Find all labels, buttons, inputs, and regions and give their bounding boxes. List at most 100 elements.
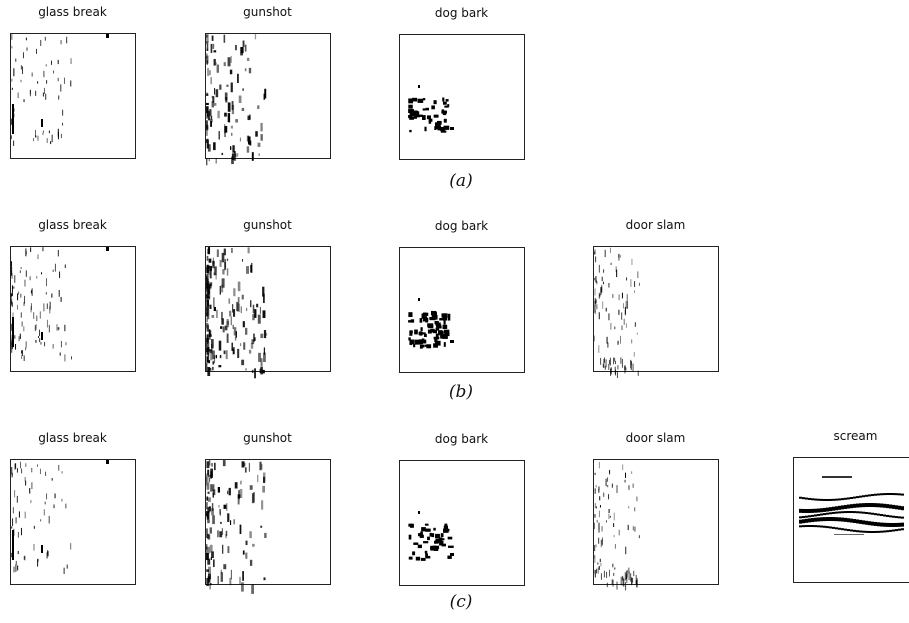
spectro-mark [627, 301, 628, 308]
spectro-mark [24, 556, 25, 561]
spectro-mark [835, 499, 838, 501]
spectro-mark [250, 300, 251, 307]
spectro-mark [210, 351, 212, 360]
spectro-mark [229, 311, 231, 317]
spectro-mark [637, 333, 638, 335]
spectro-mark [252, 544, 255, 547]
spectro-mark [258, 143, 261, 147]
spectro-mark [424, 127, 426, 132]
spectro-mark [212, 96, 213, 99]
spectro-mark [441, 131, 447, 133]
panel-title: dog bark [435, 432, 488, 446]
spectro-mark [61, 40, 62, 44]
spectro-mark [223, 326, 225, 332]
spectro-mark [208, 535, 210, 540]
spectro-mark [214, 50, 217, 52]
spectro-mark [214, 307, 216, 311]
spectro-mark [32, 73, 33, 77]
spectro-mark [624, 366, 625, 374]
spectro-mark [446, 99, 449, 101]
spectro-mark [823, 517, 826, 521]
spectro-mark [231, 343, 233, 351]
panel-title: gunshot [243, 218, 292, 232]
spectro-mark [61, 341, 62, 347]
spectro-mark [22, 66, 23, 74]
spectro-mark [886, 530, 889, 532]
spectro-mark [418, 85, 420, 88]
spectro-mark [895, 493, 898, 495]
spectro-mark [883, 493, 886, 495]
spectro-mark [620, 336, 621, 344]
spectro-mark [206, 363, 207, 372]
spectro-mark [595, 298, 596, 304]
spectro-mark [877, 522, 880, 526]
spectro-mark [901, 517, 904, 519]
spectro-mark [237, 153, 238, 156]
spectro-mark [421, 558, 426, 561]
spectro-mark [443, 102, 447, 105]
spectro-mark [610, 248, 611, 253]
spectro-mark [617, 582, 618, 590]
spectro-mark [207, 482, 210, 490]
spectro-mark [633, 364, 634, 372]
spectro-mark [444, 330, 450, 334]
spectro-mark [245, 553, 247, 559]
spectro-mark [868, 494, 871, 496]
spectro-mark [21, 468, 22, 473]
spectro-mark [847, 511, 850, 513]
spectro-mark [868, 503, 871, 507]
spectro-mark [35, 340, 36, 343]
spectro-mark [106, 460, 109, 464]
spectro-mark [844, 518, 847, 522]
spectro-mark [620, 255, 621, 258]
spectro-mark [901, 523, 904, 527]
spectro-mark [613, 358, 614, 365]
spectro-mark [835, 517, 838, 521]
spectro-mark [622, 577, 623, 580]
spectro-mark [612, 579, 613, 584]
spectro-mark [805, 498, 808, 500]
spectro-mark [829, 517, 832, 521]
spectro-mark [256, 304, 258, 308]
spectro-mark [621, 577, 622, 586]
spectro-mark [13, 507, 14, 513]
spectro-mark [423, 313, 427, 316]
spectro-mark [11, 79, 12, 82]
spectro-mark [595, 249, 596, 254]
spectro-mark [228, 57, 231, 66]
spectro-mark [220, 286, 221, 295]
spectro-mark [627, 294, 628, 302]
spectro-mark [626, 277, 627, 280]
spectro-mark [246, 308, 247, 311]
spectro-mark [835, 512, 838, 514]
spectro-mark [436, 334, 439, 339]
spectro-mark [847, 497, 850, 499]
spectro-mark [211, 463, 212, 467]
spectro-mark [862, 503, 865, 507]
spectro-mark [874, 494, 877, 496]
spectro-mark [408, 524, 412, 527]
spectro-mark [18, 551, 19, 554]
spectro-mark [614, 358, 615, 362]
spectro-mark [880, 514, 883, 516]
spectro-mark [618, 341, 619, 345]
spectro-mark [427, 324, 432, 328]
spectro-mark [841, 505, 844, 509]
spectro-mark [14, 275, 15, 283]
spectro-mark [850, 519, 853, 523]
spectro-mark [224, 35, 226, 43]
spectro-mark [808, 498, 811, 500]
spectro-mark [207, 470, 209, 476]
spectro-mark [206, 344, 208, 347]
spectro-mark [33, 312, 34, 319]
spectro-mark [435, 540, 439, 544]
spectro-mark [206, 528, 208, 538]
spectro-mark [261, 134, 263, 141]
spectro-mark [249, 68, 251, 73]
spectro-mark [612, 484, 613, 488]
spectro-mark [799, 497, 802, 499]
spectro-mark [432, 313, 435, 317]
spectro-mark [847, 518, 850, 522]
spectro-mark [249, 141, 251, 146]
spectro-mark [53, 71, 54, 74]
